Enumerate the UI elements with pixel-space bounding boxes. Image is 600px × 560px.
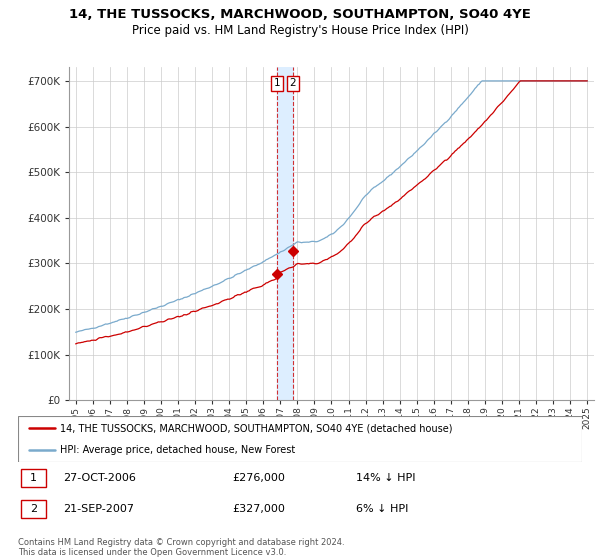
Text: £276,000: £276,000 bbox=[232, 473, 285, 483]
Text: 6% ↓ HPI: 6% ↓ HPI bbox=[356, 504, 409, 514]
Text: 14, THE TUSSOCKS, MARCHWOOD, SOUTHAMPTON, SO40 4YE (detached house): 14, THE TUSSOCKS, MARCHWOOD, SOUTHAMPTON… bbox=[60, 423, 453, 433]
Text: 1: 1 bbox=[274, 78, 281, 88]
Text: 2: 2 bbox=[30, 504, 37, 514]
Text: £327,000: £327,000 bbox=[232, 504, 285, 514]
Bar bbox=[277, 67, 293, 400]
Text: 2: 2 bbox=[289, 78, 296, 88]
Bar bbox=[21, 469, 46, 487]
Text: 1: 1 bbox=[30, 473, 37, 483]
Text: 14, THE TUSSOCKS, MARCHWOOD, SOUTHAMPTON, SO40 4YE: 14, THE TUSSOCKS, MARCHWOOD, SOUTHAMPTON… bbox=[69, 8, 531, 21]
Text: HPI: Average price, detached house, New Forest: HPI: Average price, detached house, New … bbox=[60, 445, 296, 455]
Text: 14% ↓ HPI: 14% ↓ HPI bbox=[356, 473, 416, 483]
Bar bbox=[21, 500, 46, 517]
Text: Price paid vs. HM Land Registry's House Price Index (HPI): Price paid vs. HM Land Registry's House … bbox=[131, 24, 469, 36]
Text: 21-SEP-2007: 21-SEP-2007 bbox=[63, 504, 134, 514]
Text: 27-OCT-2006: 27-OCT-2006 bbox=[63, 473, 136, 483]
Text: Contains HM Land Registry data © Crown copyright and database right 2024.
This d: Contains HM Land Registry data © Crown c… bbox=[18, 538, 344, 557]
